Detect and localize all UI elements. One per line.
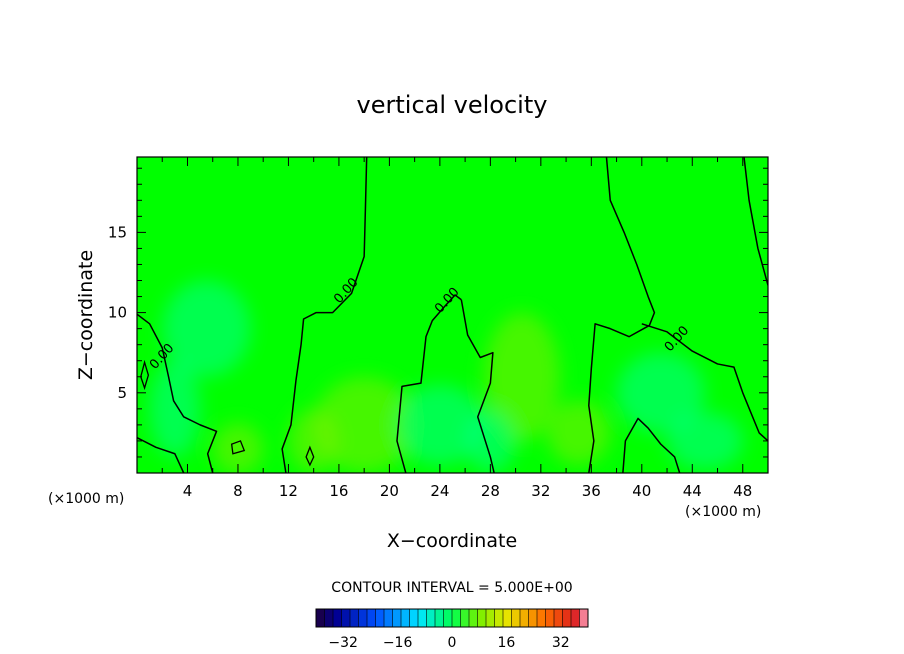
colorbar-cell xyxy=(333,609,342,627)
zero-contour-3 xyxy=(460,299,495,473)
x-tick-label: 48 xyxy=(733,482,752,500)
x-axis-unit-right: (×1000 m) xyxy=(685,504,761,520)
colorbar-cell xyxy=(503,609,512,627)
plot-frame xyxy=(136,156,769,474)
field-shade xyxy=(162,280,251,377)
colorbar-cell xyxy=(520,609,529,627)
field-shade xyxy=(484,312,560,441)
y-tick-label: 5 xyxy=(117,384,127,402)
closed-contour-0 xyxy=(140,359,150,391)
x-tick-label: 24 xyxy=(430,482,449,500)
colorbar-cell xyxy=(528,609,538,627)
colorbar-cell xyxy=(579,609,589,627)
x-tick-label: 44 xyxy=(683,482,702,500)
colorbar-cell xyxy=(341,609,351,627)
zero-contour-4 xyxy=(588,157,656,473)
zero-contour-1 xyxy=(137,313,218,473)
colorbar-cell xyxy=(350,609,359,627)
colorbar-cell xyxy=(324,609,334,627)
colorbar-tick-label: 32 xyxy=(552,635,570,651)
colorbar-tick-label: −32 xyxy=(328,635,358,651)
field-shade xyxy=(395,384,485,465)
zero-contour-lines xyxy=(137,157,768,473)
x-axis-ticks: 4 8 12 16 20 24 28 32 36 40 44 48 xyxy=(161,157,752,500)
field-shade xyxy=(547,400,611,465)
y-tick-label: 15 xyxy=(108,223,127,241)
colorbar-cell xyxy=(537,609,546,627)
colorbar-cell xyxy=(367,609,376,627)
colorbar-cell xyxy=(375,609,385,627)
colorbar-cell xyxy=(426,609,436,627)
contour-interval-text: CONTOUR INTERVAL = 5.000E+00 xyxy=(331,580,572,596)
colorbar-cell xyxy=(554,609,563,627)
x-tick-label: 12 xyxy=(279,482,298,500)
x-tick-label: 8 xyxy=(233,482,243,500)
colorbar-cell xyxy=(486,609,495,627)
closed-contour-1 xyxy=(305,445,315,467)
colorbar-cell xyxy=(409,609,419,627)
colorbar-cell xyxy=(494,609,504,627)
colorbar-cell xyxy=(392,609,402,627)
colorbar-tick-labels: −32 −16 0 16 32 xyxy=(328,635,569,651)
zero-contour-6 xyxy=(743,157,768,286)
colorbar-cell xyxy=(545,609,555,627)
colorbar-cell xyxy=(384,609,393,627)
x-tick-label: 36 xyxy=(582,482,601,500)
zero-contour-2 xyxy=(396,294,462,473)
colorbar-frame xyxy=(315,608,589,628)
closed-contour-2 xyxy=(230,440,246,455)
x-tick-label: 4 xyxy=(183,482,193,500)
colorbar-cell xyxy=(435,609,444,627)
colorbar-cell xyxy=(316,609,325,627)
field-shade xyxy=(212,423,264,473)
plot-area: 0.000.00 0.000.00 4 8 12 16 20 24 28 32 36 40 44 48 … xyxy=(108,156,769,500)
colorbar-tick-label: 0 xyxy=(448,635,457,651)
field-shade xyxy=(667,412,743,470)
colorbar-cell xyxy=(511,609,521,627)
y-tick-label: 10 xyxy=(108,304,127,322)
field-shade xyxy=(288,408,339,473)
x-tick-label: 20 xyxy=(380,482,399,500)
field-shade xyxy=(616,352,705,433)
zero-contour-5 xyxy=(641,323,768,442)
colorbar-cell xyxy=(452,609,461,627)
colorbar-cell xyxy=(443,609,453,627)
x-tick-label: 16 xyxy=(329,482,348,500)
colorbar-cell xyxy=(418,609,427,627)
colorbar-cell xyxy=(460,609,470,627)
colorbar: −32 −16 0 16 32 xyxy=(315,608,589,651)
colorbar-cells xyxy=(315,609,589,627)
field-shade xyxy=(149,360,201,457)
x-axis-unit-left: (×1000 m) xyxy=(48,491,124,507)
y-axis-ticks: 5 10 15 xyxy=(108,167,768,458)
velocity-field-shading xyxy=(149,280,743,473)
field-shade xyxy=(465,408,516,473)
x-tick-label: 32 xyxy=(531,482,550,500)
field-shade xyxy=(313,376,415,473)
zero-contour-7 xyxy=(137,437,185,473)
colorbar-cell xyxy=(477,609,487,627)
colorbar-cell xyxy=(469,609,478,627)
x-tick-label: 40 xyxy=(632,482,651,500)
zero-contour-8 xyxy=(622,417,681,473)
chart-title: vertical velocity xyxy=(357,91,548,119)
colorbar-tick-label: −16 xyxy=(383,635,413,651)
y-axis-label: Z−coordinate xyxy=(75,250,97,380)
x-axis-label: X−coordinate xyxy=(387,530,517,552)
colorbar-cell xyxy=(562,609,572,627)
colorbar-tick-label: 16 xyxy=(497,635,515,651)
colorbar-cell xyxy=(571,609,580,627)
zero-contour-0 xyxy=(281,157,368,473)
colorbar-cell xyxy=(401,609,410,627)
x-tick-label: 28 xyxy=(481,482,500,500)
colorbar-cell xyxy=(358,609,368,627)
